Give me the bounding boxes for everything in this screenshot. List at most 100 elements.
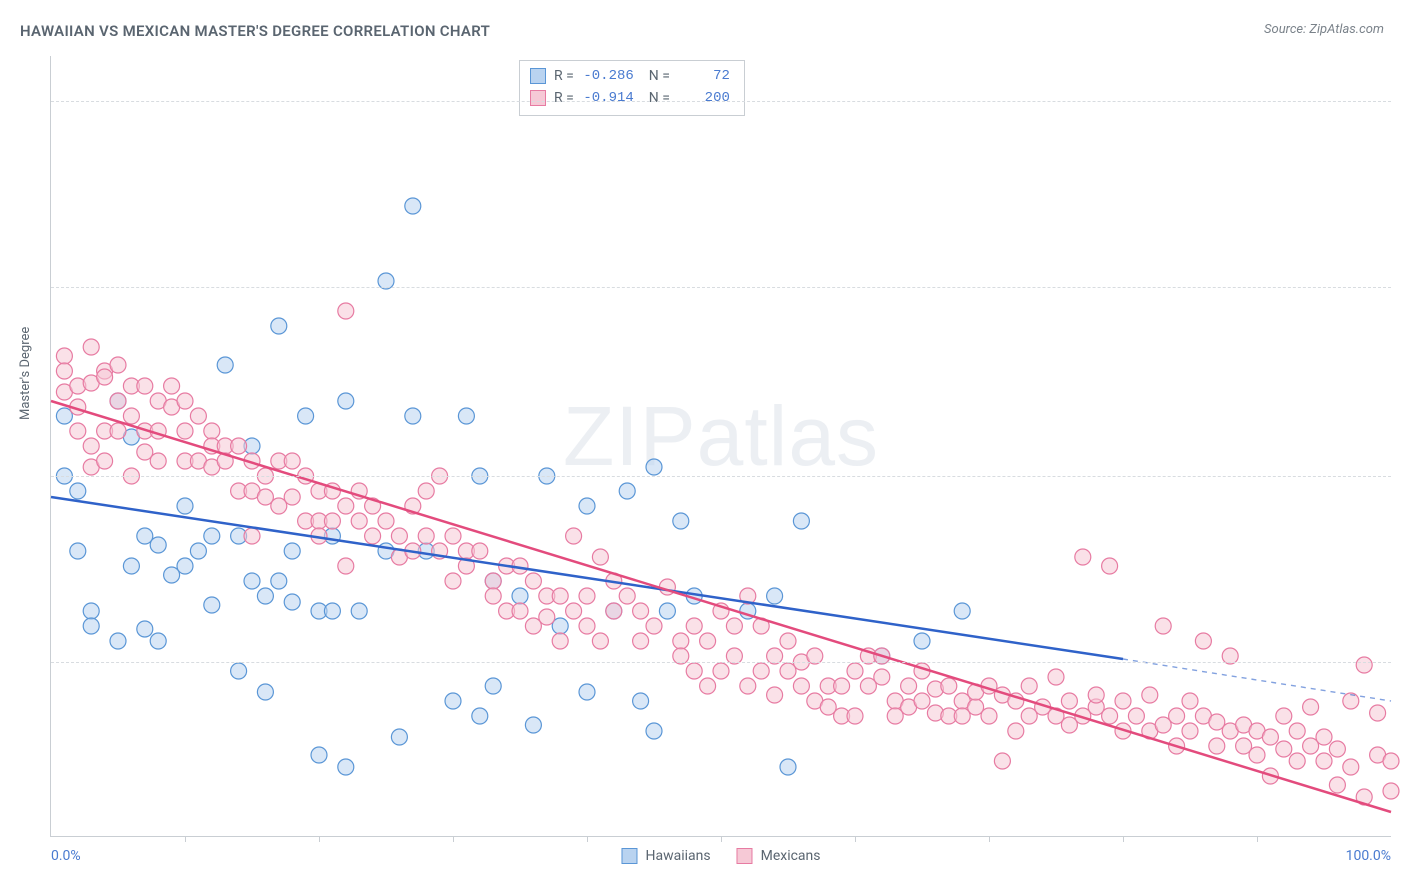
scatter-point [539,609,555,625]
scatter-point [284,594,300,610]
scatter-point [1276,708,1292,724]
svg-overlay [51,56,1391,836]
scatter-point [324,513,340,529]
stats-legend-row: R = -0.914 N = 200 [530,87,730,109]
trend-line [51,401,1391,812]
legend-swatch-hawaiians [530,68,546,84]
x-tick [989,836,990,842]
scatter-point [56,348,72,364]
scatter-point [767,588,783,604]
scatter-point [579,498,595,514]
legend-n-label: N = [642,65,670,87]
scatter-point [485,678,501,694]
scatter-point [914,693,930,709]
scatter-point [56,363,72,379]
scatter-point [445,528,461,544]
scatter-point [365,528,381,544]
scatter-point [271,573,287,589]
scatter-point [70,543,86,559]
scatter-point [1048,669,1064,685]
scatter-point [1182,693,1198,709]
scatter-point [284,543,300,559]
legend-r-label: R = [554,65,574,87]
scatter-point [284,489,300,505]
scatter-point [686,618,702,634]
x-axis-max-label: 100.0% [1346,848,1391,864]
scatter-point [485,573,501,589]
x-tick [587,836,588,842]
scatter-point [1370,705,1386,721]
x-tick [319,836,320,842]
gridline [51,662,1391,663]
scatter-point [231,663,247,679]
y-tick-label: 6.3% [1395,655,1406,670]
scatter-point [298,408,314,424]
scatter-point [646,723,662,739]
series-label: Hawaiians [645,848,710,864]
gridline [51,287,1391,288]
scatter-point [177,393,193,409]
scatter-point [257,684,273,700]
scatter-point [901,678,917,694]
scatter-point [83,438,99,454]
y-tick-label: 18.8% [1395,280,1406,295]
scatter-point [1102,558,1118,574]
x-axis-min-label: 0.0% [51,848,81,864]
scatter-point [566,528,582,544]
scatter-point [700,678,716,694]
y-tick-label: 25.0% [1395,94,1406,109]
x-tick [721,836,722,842]
scatter-point [110,633,126,649]
scatter-point [405,198,421,214]
legend-r-value: -0.286 [582,65,634,87]
scatter-point [941,678,957,694]
series-legend-item: Hawaiians [621,848,710,864]
series-swatch-hawaiians [621,848,637,864]
scatter-point [673,513,689,529]
stats-legend: R = -0.286 N = 72 R = -0.914 N = 200 [519,60,745,116]
scatter-point [914,633,930,649]
scatter-point [1061,693,1077,709]
scatter-point [592,549,608,565]
scatter-point [110,357,126,373]
scatter-point [619,483,635,499]
scatter-point [606,603,622,619]
scatter-point [1303,699,1319,715]
scatter-point [1383,753,1399,769]
series-swatch-mexicans [737,848,753,864]
scatter-point [123,558,139,574]
scatter-point [847,708,863,724]
scatter-point [472,708,488,724]
scatter-point [458,408,474,424]
scatter-point [1316,753,1332,769]
scatter-point [981,708,997,724]
gridline [51,101,1391,102]
series-legend-item: Mexicans [737,848,821,864]
scatter-point [713,663,729,679]
scatter-point [83,618,99,634]
scatter-point [338,303,354,319]
scatter-point [271,318,287,334]
trend-line [51,497,1123,659]
x-tick [1123,836,1124,842]
scatter-point [217,357,233,373]
scatter-point [579,588,595,604]
scatter-point [1343,759,1359,775]
scatter-point [740,678,756,694]
scatter-point [1262,729,1278,745]
trend-line-extension [1123,659,1391,701]
scatter-point [485,588,501,604]
scatter-point [351,513,367,529]
scatter-point [1115,693,1131,709]
scatter-point [150,453,166,469]
scatter-point [405,408,421,424]
scatter-point [834,678,850,694]
scatter-point [1329,741,1345,757]
stats-legend-row: R = -0.286 N = 72 [530,65,730,87]
source-credit: Source: ZipAtlas.com [1264,22,1384,37]
scatter-point [619,588,635,604]
scatter-point [445,573,461,589]
scatter-point [1155,618,1171,634]
scatter-point [137,621,153,637]
scatter-point [633,633,649,649]
